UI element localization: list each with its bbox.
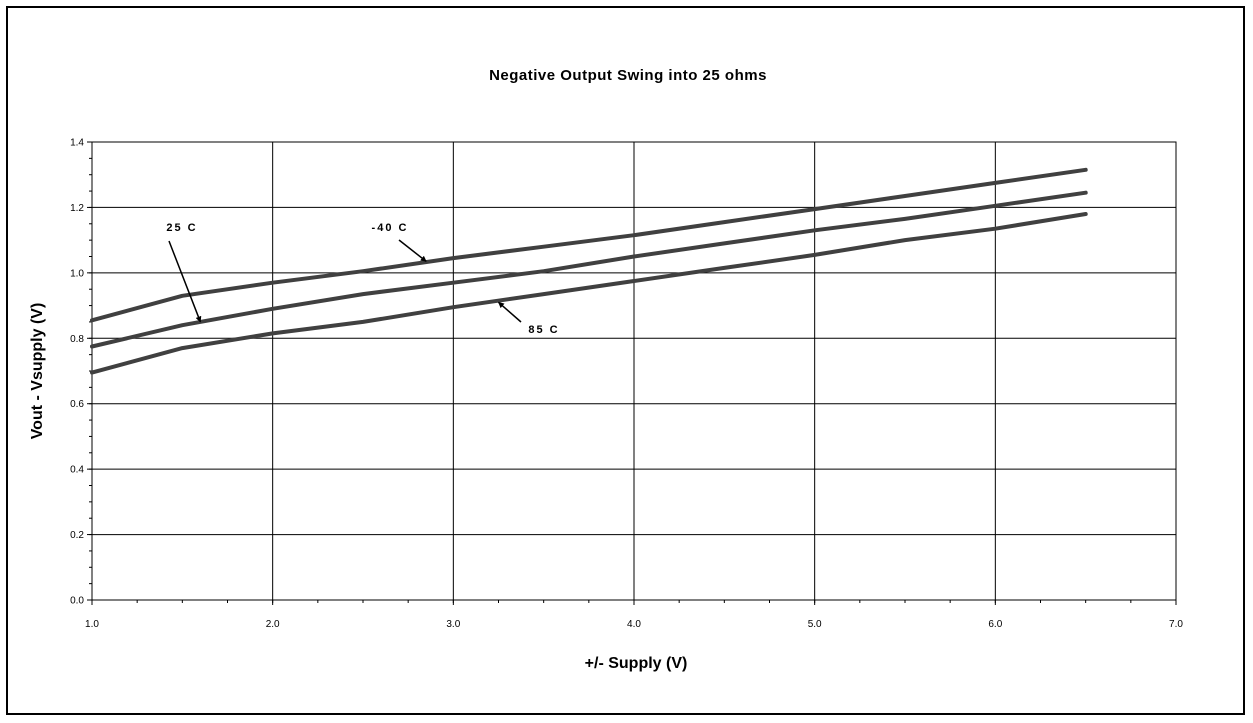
y-tick-label: 1.0 <box>70 268 84 279</box>
chart-title: Negative Output Swing into 25 ohms <box>489 67 767 84</box>
x-tick-label: 1.0 <box>85 619 99 630</box>
y-tick-label: 0.0 <box>70 596 84 607</box>
x-tick-label: 3.0 <box>446 619 460 630</box>
annotations: 25 C -40 C 85 C <box>166 222 559 336</box>
axis-ticks: 0.0 0.2 0.4 0.6 0.8 1.0 1.2 1.4 1.0 2.0 3.0 4.0 5.0 6… <box>70 138 1183 631</box>
x-tick-label: 4.0 <box>627 619 641 630</box>
y-tick-label: 0.2 <box>70 530 84 541</box>
annotation-arrow <box>168 240 202 323</box>
series-line-0 <box>90 167 1088 323</box>
series-line-1 <box>90 190 1088 349</box>
x-axis-title: +/- Supply (V) <box>585 655 688 672</box>
x-tick-label: 5.0 <box>808 619 822 630</box>
annotation-label: 25 C <box>166 222 197 234</box>
annotation-label: 85 C <box>528 324 559 336</box>
grid-lines <box>91 141 1177 601</box>
chart-frame <box>6 6 1245 715</box>
y-tick-label: 1.2 <box>70 203 84 214</box>
x-tick-label: 6.0 <box>988 619 1002 630</box>
series-lines <box>90 167 1088 375</box>
x-tick-label: 7.0 <box>1169 619 1183 630</box>
y-tick-label: 0.4 <box>70 465 84 476</box>
series-line-2 <box>90 212 1088 375</box>
x-tick-label: 2.0 <box>266 619 280 630</box>
y-tick-label: 0.8 <box>70 334 84 345</box>
y-axis-title: Vout - Vsupply (V) <box>29 303 46 440</box>
annotation-arrow <box>498 301 522 323</box>
annotation-label: -40 C <box>372 222 409 234</box>
annotation-arrow <box>398 239 427 262</box>
y-tick-label: 1.4 <box>70 138 84 149</box>
y-tick-label: 0.6 <box>70 399 84 410</box>
